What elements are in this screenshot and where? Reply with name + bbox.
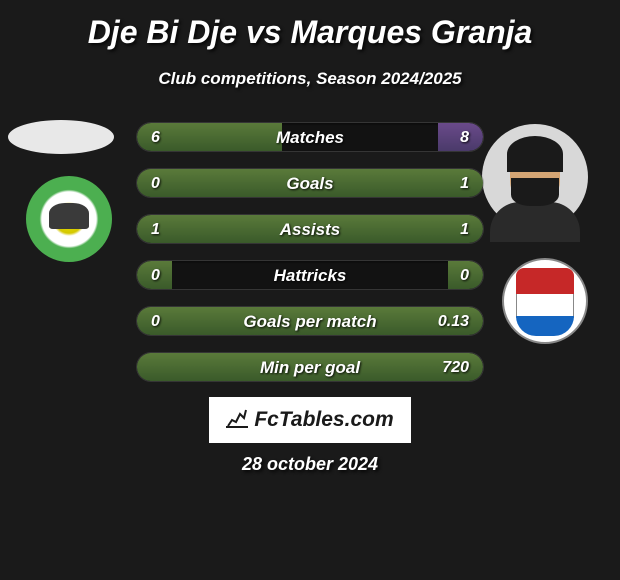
stat-row: Assists1 1 xyxy=(136,214,484,244)
brand-box[interactable]: FcTables.com xyxy=(207,395,413,445)
stat-label: Matches xyxy=(137,123,483,152)
subtitle: Club competitions, Season 2024/2025 xyxy=(0,69,620,89)
date-text: 28 october 2024 xyxy=(0,454,620,475)
stats-container: Matches68Goals01Assists11Hattricks00Goal… xyxy=(136,122,484,398)
stat-row: Hattricks0 0 xyxy=(136,260,484,290)
stat-value-right: 1 xyxy=(460,169,469,198)
stat-value-left: 6 xyxy=(151,123,160,152)
stat-row: Min per goal720 xyxy=(136,352,484,382)
stat-label: Goals xyxy=(137,169,483,198)
player-avatar-left xyxy=(8,120,114,154)
club-logo-right xyxy=(502,258,588,344)
stat-value-left: 1 xyxy=(151,215,160,244)
stat-value-left: 0 xyxy=(151,169,160,198)
page-title: Dje Bi Dje vs Marques Granja xyxy=(0,0,620,51)
stat-label: Goals per match xyxy=(137,307,483,336)
stat-label: Assists xyxy=(137,215,483,244)
brand-text: FcTables.com xyxy=(254,408,393,432)
stat-value-right: 8 xyxy=(460,123,469,152)
player-avatar-right xyxy=(482,124,588,230)
stat-label: Min per goal xyxy=(137,353,483,382)
stat-row: Matches6 8 xyxy=(136,122,484,152)
club-logo-left xyxy=(26,176,112,262)
stat-value-left: 0 xyxy=(151,261,160,290)
stat-row: Goals per match0 0.13 xyxy=(136,306,484,336)
stat-value-right: 0.13 xyxy=(438,307,469,336)
stat-row: Goals0 1 xyxy=(136,168,484,198)
stat-value-right: 1 xyxy=(460,215,469,244)
stat-value-left: 0 xyxy=(151,307,160,336)
stat-label: Hattricks xyxy=(137,261,483,290)
stat-value-right: 720 xyxy=(442,353,469,382)
chart-icon xyxy=(226,408,248,433)
stat-value-right: 0 xyxy=(460,261,469,290)
